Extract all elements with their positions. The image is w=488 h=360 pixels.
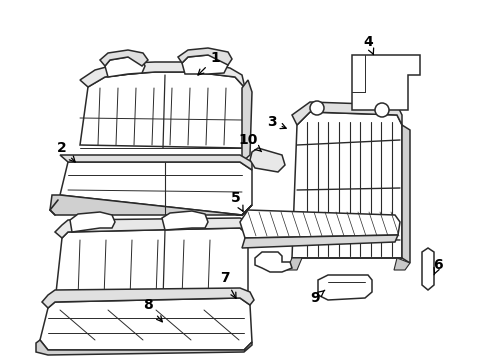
- Polygon shape: [249, 148, 285, 172]
- Text: 10: 10: [238, 133, 261, 152]
- Polygon shape: [60, 162, 251, 215]
- Polygon shape: [286, 258, 302, 270]
- Polygon shape: [80, 62, 244, 88]
- Polygon shape: [178, 48, 231, 65]
- Text: 1: 1: [198, 51, 220, 75]
- Polygon shape: [70, 212, 115, 232]
- Polygon shape: [401, 125, 409, 263]
- Polygon shape: [317, 275, 371, 300]
- Polygon shape: [254, 252, 291, 272]
- Circle shape: [374, 103, 388, 117]
- Polygon shape: [60, 155, 251, 170]
- Text: 2: 2: [57, 141, 75, 162]
- Polygon shape: [351, 55, 419, 110]
- Text: 8: 8: [143, 298, 162, 322]
- Polygon shape: [393, 258, 409, 270]
- Polygon shape: [36, 340, 251, 355]
- Text: 3: 3: [266, 115, 285, 129]
- Text: 9: 9: [309, 290, 324, 305]
- Polygon shape: [162, 211, 207, 230]
- Polygon shape: [80, 72, 244, 148]
- Polygon shape: [42, 288, 253, 308]
- Polygon shape: [50, 195, 251, 215]
- Polygon shape: [291, 112, 401, 258]
- Text: 7: 7: [220, 271, 236, 298]
- Text: 4: 4: [363, 35, 373, 55]
- Polygon shape: [242, 80, 251, 162]
- Polygon shape: [291, 102, 401, 125]
- Text: 6: 6: [432, 258, 442, 275]
- Polygon shape: [242, 235, 397, 248]
- Polygon shape: [40, 298, 251, 350]
- Polygon shape: [240, 210, 399, 238]
- Polygon shape: [421, 248, 433, 290]
- Polygon shape: [182, 55, 227, 74]
- Polygon shape: [105, 57, 145, 77]
- Text: 5: 5: [231, 191, 243, 211]
- Polygon shape: [55, 218, 251, 238]
- Circle shape: [309, 101, 324, 115]
- Polygon shape: [55, 228, 247, 305]
- Polygon shape: [100, 50, 148, 66]
